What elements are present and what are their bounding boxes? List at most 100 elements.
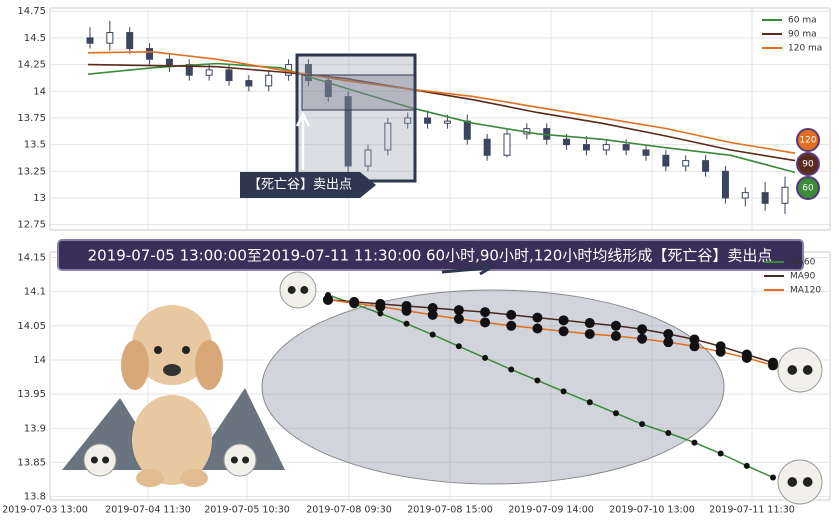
candle-body [682,160,690,167]
skull [279,271,317,309]
point-marker [480,307,491,318]
candle-body [106,32,114,44]
candle-body [384,122,392,151]
skull-eye [802,477,813,487]
candle-body [225,69,233,82]
annotation-box [295,53,417,183]
point-marker [482,354,489,361]
skull-eye [230,456,238,464]
y-tick-label: 14.5 [24,33,46,44]
legend-label: MA90 [790,272,816,282]
candle-body [443,120,451,124]
candle-body [245,80,253,87]
candle-body [265,74,273,87]
point-marker [558,315,569,326]
mountain [190,388,285,470]
point-marker [717,450,724,457]
point-marker [403,320,410,327]
candle-body [86,37,94,44]
point-marker [427,309,438,320]
y-tick-label: 13.8 [24,492,46,503]
x-tick-label: 2019-07-11 11:30 [709,505,795,516]
candle-body [642,149,650,156]
candle-body [324,80,332,98]
ma-line [327,294,774,479]
point-marker [770,474,776,481]
skull-eye [802,365,813,375]
point-marker [665,430,672,437]
point-marker [455,343,462,350]
candle-body [304,64,312,82]
y-tick-label: 13.75 [17,113,46,124]
point-marker [506,309,517,320]
point-marker [429,331,436,338]
skull-eye [90,456,98,464]
point-marker [377,310,384,317]
y-tick-label: 14.75 [17,6,46,17]
point-marker [663,328,674,339]
point-marker [612,410,619,417]
end-badge [796,128,820,152]
annotation-arrow [295,111,311,170]
highlight-ellipse [261,289,725,485]
point-marker [375,301,386,312]
candle-body [761,192,769,204]
candle-body [364,149,372,167]
point-marker [691,439,698,446]
y-tick-label: 13.9 [24,423,46,434]
candle-body [702,160,710,172]
skull-eye [787,365,798,375]
candle-body [622,144,630,151]
y-tick-label: 14 [33,355,46,366]
end-badge [796,176,820,200]
candle-body [563,138,571,146]
y-tick-label: 13.85 [17,457,46,468]
x-tick-label: 2019-07-09 14:00 [508,505,594,516]
y-tick-label: 14.15 [17,252,46,263]
legend-label: 60 ma [788,16,817,26]
point-marker [637,333,648,344]
skull [223,443,257,477]
candle-body [602,144,610,151]
point-marker [663,337,674,348]
end-badge [796,152,820,176]
candle-body [344,96,352,167]
x-tick-label: 2019-07-03 13:00 [2,505,88,516]
point-marker [741,352,752,363]
candle-body [781,186,789,204]
candle-body [503,133,511,156]
ma-line [87,63,796,162]
point-marker [534,377,541,384]
point-marker [401,305,412,316]
skull [83,443,117,477]
point-marker [584,318,595,329]
skull-eye [242,456,250,464]
y-tick-label: 12.75 [17,220,46,231]
banner-title: 2019-07-05 13:00:00至2019-07-11 11:30:00 … [88,247,773,265]
ma-line [87,50,796,154]
point-marker [637,324,648,335]
point-marker [453,313,464,324]
legend-label: 90 ma [788,30,817,40]
candle-body [424,117,432,124]
skull [777,459,823,505]
point-marker [508,366,515,373]
point-marker [560,388,567,395]
y-tick-label: 13.95 [17,389,46,400]
point-marker [532,323,543,334]
y-tick-label: 14.05 [17,321,46,332]
candle-body [662,154,670,167]
end-badge-label: 120 [799,136,816,146]
dog [121,305,223,487]
annotation-label-bg [240,172,376,198]
x-tick-label: 2019-07-05 10:30 [204,505,290,516]
point-marker [506,320,517,331]
x-tick-label: 2019-07-10 13:00 [609,505,695,516]
candle-body [582,144,590,151]
skull-eye [787,477,798,487]
candle-body [721,170,729,199]
point-marker [689,334,700,345]
point-marker [639,421,646,428]
point-marker [689,341,700,352]
y-tick-label: 13.5 [24,140,46,151]
